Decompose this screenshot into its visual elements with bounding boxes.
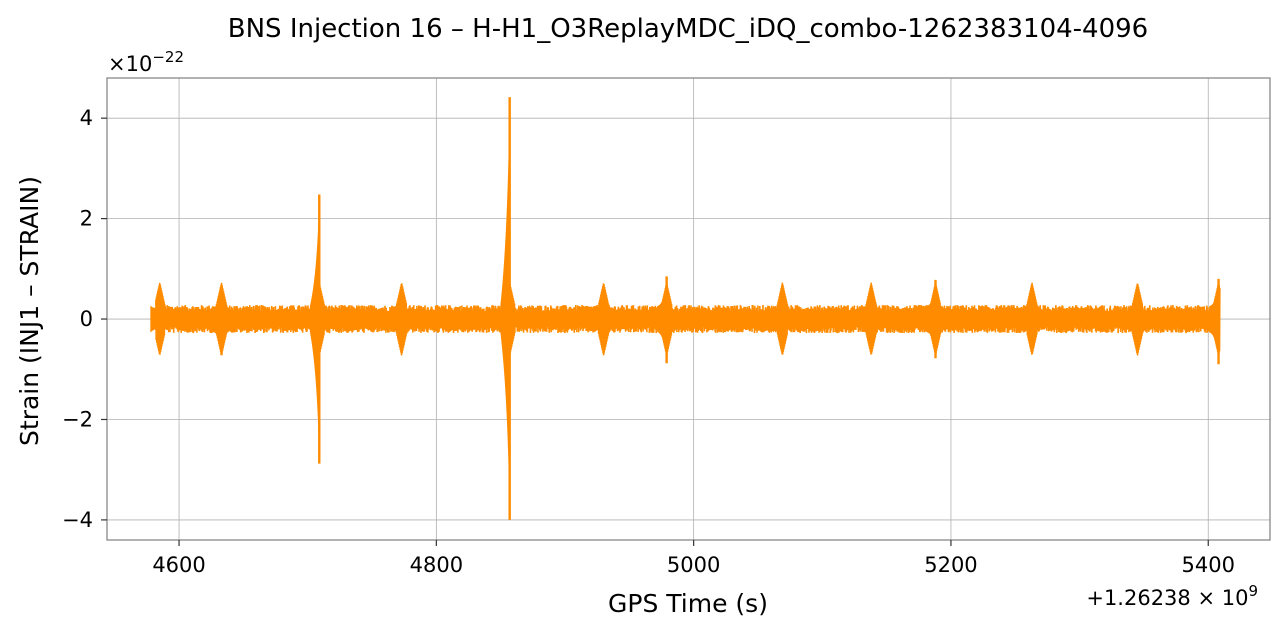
y-multiplier-exponent: −22 xyxy=(152,48,184,66)
x-tick-label: 4600 xyxy=(152,553,205,577)
strain-spike-flare xyxy=(1209,282,1219,360)
y-tick-label: 4 xyxy=(80,106,93,130)
y-tick-label: 0 xyxy=(80,307,93,331)
strain-spike-flare xyxy=(1128,305,1138,333)
strain-spike-flare xyxy=(212,294,222,352)
strain-spike-flare xyxy=(926,283,936,355)
y-axis-ticks: −4 −2 0 2 4 xyxy=(62,106,107,532)
strain-spike-flare xyxy=(150,300,161,335)
strain-spike-flare xyxy=(773,302,783,333)
x-offset-base: +1.26238 × 10 xyxy=(1086,586,1248,610)
x-tick-label: 5200 xyxy=(924,553,977,577)
y-multiplier-label: ×10−22 xyxy=(108,48,184,76)
x-tick-label: 5400 xyxy=(1182,553,1235,577)
y-tick-label: −4 xyxy=(62,508,93,532)
strain-spike-flare xyxy=(594,303,604,337)
x-axis-ticks: 4600 4800 5000 5200 5400 xyxy=(152,540,1235,577)
strain-spike-flare xyxy=(309,206,320,450)
x-tick-label: 5000 xyxy=(667,553,720,577)
plot-frame xyxy=(106,77,1271,541)
y-tick-label: −2 xyxy=(62,407,93,431)
x-offset-exponent: 9 xyxy=(1248,582,1258,600)
strain-spike-flare xyxy=(657,280,668,359)
strain-spike-flare xyxy=(1022,295,1033,339)
chart-title: BNS Injection 16 – H-H1_O3ReplayMDC_iDQ_… xyxy=(228,14,1148,44)
x-offset-label: +1.26238 × 109 xyxy=(1086,582,1258,610)
y-axis-label: Strain (INJ1 – STRAIN) xyxy=(15,176,44,446)
x-tick-label: 4800 xyxy=(410,553,463,577)
y-multiplier-base: ×10 xyxy=(108,52,152,76)
x-axis-label: GPS Time (s) xyxy=(608,589,768,618)
series-layer xyxy=(150,97,1221,520)
y-tick-label: 2 xyxy=(80,207,93,231)
strain-spike-flare xyxy=(500,119,511,500)
strain-spike-flare xyxy=(861,293,872,348)
strain-noise-band xyxy=(155,282,1221,356)
strain-spike-flare xyxy=(392,298,403,342)
